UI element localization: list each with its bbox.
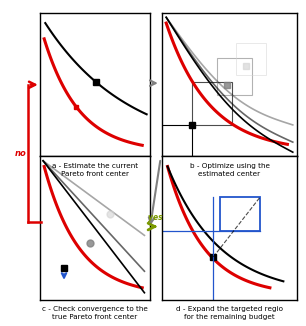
Text: no: no <box>15 149 27 158</box>
Text: c - Check convergence to the
true Pareto front center: c - Check convergence to the true Pareto… <box>42 306 148 320</box>
Text: a - Estimate the current
Pareto front center: a - Estimate the current Pareto front ce… <box>52 163 138 177</box>
Bar <box>236 43 266 75</box>
Bar <box>217 57 252 95</box>
Text: yes: yes <box>148 213 163 222</box>
Bar <box>220 197 260 231</box>
Text: d - Expand the targeted regio
for the remaining budget: d - Expand the targeted regio for the re… <box>176 306 283 320</box>
Bar <box>192 82 232 125</box>
Text: b - Optimize using the
estimated center: b - Optimize using the estimated center <box>189 163 270 177</box>
